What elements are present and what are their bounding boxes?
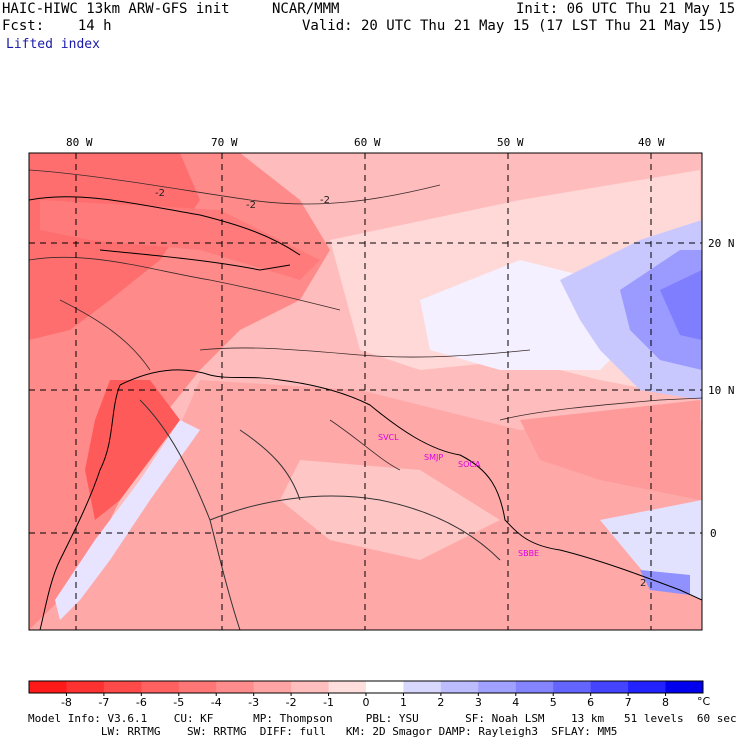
station-label-sbbe: SBBE [518,549,539,558]
colorbar-tick-label: -7 [98,696,109,709]
forecast-hour: Fcst: 14 h [2,18,112,34]
lat-label-20n: 20 N [708,237,735,250]
lat-lon-grid [29,153,702,630]
colorbar-swatch [328,681,367,693]
colorbar-tick-label: 5 [550,696,557,709]
contour-label: -2 [155,188,165,199]
organization: NCAR/MMM [272,1,340,17]
station-label-soca: SOCA [458,460,481,469]
colorbar-tick-label: 2 [437,696,444,709]
lon-label-70w: 70 W [211,136,238,149]
valid-time: Valid: 20 UTC Thu 21 May 15 (17 LST Thu … [302,18,724,34]
colorbar-swatch [178,681,217,693]
colorbar-tick-label: 8 [662,696,669,709]
coastlines [29,196,702,630]
colorbar-tick-label: -4 [211,696,222,709]
colorbar-tick-label: 0 [363,696,370,709]
colorbar-tick-label: -2 [286,696,297,709]
model-info-line-2: LW: RRTMG SW: RRTMG DIFF: full KM: 2D Sm… [28,725,618,738]
lat-label-10n: 10 N [708,384,735,397]
colorbar-swatch [216,681,255,693]
lon-label-40w: 40 W [638,136,665,149]
init-time: Init: 06 UTC Thu 21 May 15 [516,1,736,17]
lon-label-50w: 50 W [497,136,524,149]
field-name: Lifted index [6,37,100,52]
model-title: HAIC-HIWC 13km ARW-GFS init [2,1,230,17]
colorbar-swatch [253,681,292,693]
colorbar-tick-label: -3 [248,696,259,709]
map-frame [28,152,703,631]
colorbar-swatch [628,681,667,693]
colorbar-unit: °C [697,695,711,708]
model-info-line-1: Model Info: V3.6.1 CU: KF MP: Thompson P… [28,712,737,725]
colorbar-swatch [553,681,592,693]
colorbar-tick-label: 6 [587,696,594,709]
colorbar-tick-label: -8 [61,696,72,709]
colorbar-swatch [665,681,704,693]
lon-label-80w: 80 W [66,136,93,149]
colorbar-tick-label: 1 [400,696,407,709]
colorbar-swatch [291,681,330,693]
station-label-svcl: SVCL [378,433,399,442]
colorbar-tick-label: -5 [173,696,184,709]
colorbar-tick-label: 7 [625,696,632,709]
colorbar-swatch [590,681,629,693]
colorbar-tick-label: -1 [323,696,334,709]
colorbar-swatch [366,681,404,693]
lifted-index-field [29,153,702,630]
colorbar-tick-label: -6 [136,696,147,709]
colorbar-swatch [29,681,67,693]
colorbar-swatch [515,681,554,693]
colorbar-swatch [478,681,517,693]
contour-label: -2 [246,200,256,211]
colorbar-swatch [66,681,105,693]
colorbar-swatch [403,681,442,693]
colorbar-swatch [141,681,180,693]
colorbar-tick-label: 4 [512,696,519,709]
contour-label: 2 [640,578,646,589]
colorbar-swatch [103,681,142,693]
lat-label-equator: 0 [710,527,717,540]
colorbar-swatch [440,681,479,693]
station-label-smjp: SMJP [424,453,443,462]
colorbar-tick-label: 3 [475,696,482,709]
contour-label: -2 [320,195,330,206]
colorbar: -8 -7 -6 -5 -4 -3 -2 -1 0 1 2 3 4 5 6 7 8 [28,680,704,709]
lon-label-60w: 60 W [354,136,381,149]
